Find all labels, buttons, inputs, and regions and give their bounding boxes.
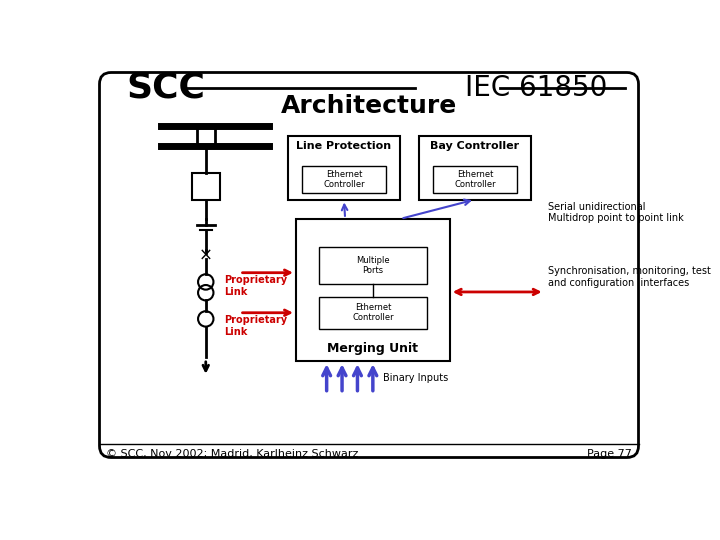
Text: Merging Unit: Merging Unit (328, 342, 418, 355)
Text: Bay Controller: Bay Controller (431, 140, 519, 151)
Text: Binary Inputs: Binary Inputs (383, 373, 448, 383)
Text: Serial unidirectional
Multidrop point to point link: Serial unidirectional Multidrop point to… (549, 202, 684, 224)
Text: Ethernet
Controller: Ethernet Controller (323, 170, 365, 189)
Bar (302, 166, 386, 193)
Text: ×: × (199, 247, 212, 265)
Bar (296, 219, 450, 361)
Text: Multiple
Ports: Multiple Ports (356, 256, 390, 275)
Text: Ethernet
Controller: Ethernet Controller (454, 170, 495, 189)
Text: Proprietary
Link: Proprietary Link (224, 315, 287, 336)
Text: Proprietary
Link: Proprietary Link (224, 275, 287, 296)
Text: © SCC, Nov 2002; Madrid, Karlheinz Schwarz: © SCC, Nov 2002; Madrid, Karlheinz Schwa… (106, 449, 358, 458)
Text: Ethernet
Controller: Ethernet Controller (352, 303, 394, 322)
Text: Line Protection: Line Protection (297, 140, 392, 151)
Bar (319, 247, 427, 284)
Bar (433, 166, 517, 193)
Text: Architecture: Architecture (281, 93, 457, 118)
Bar (419, 137, 531, 200)
Text: SCC: SCC (127, 71, 205, 105)
Bar (288, 137, 400, 200)
FancyBboxPatch shape (99, 72, 639, 457)
Text: IEC 61850: IEC 61850 (465, 74, 608, 102)
Bar (319, 296, 427, 329)
Text: Page 77: Page 77 (588, 449, 632, 458)
Bar (192, 173, 220, 200)
Text: Synchronisation, monitoring, test
and configuration  interfaces: Synchronisation, monitoring, test and co… (548, 267, 711, 288)
